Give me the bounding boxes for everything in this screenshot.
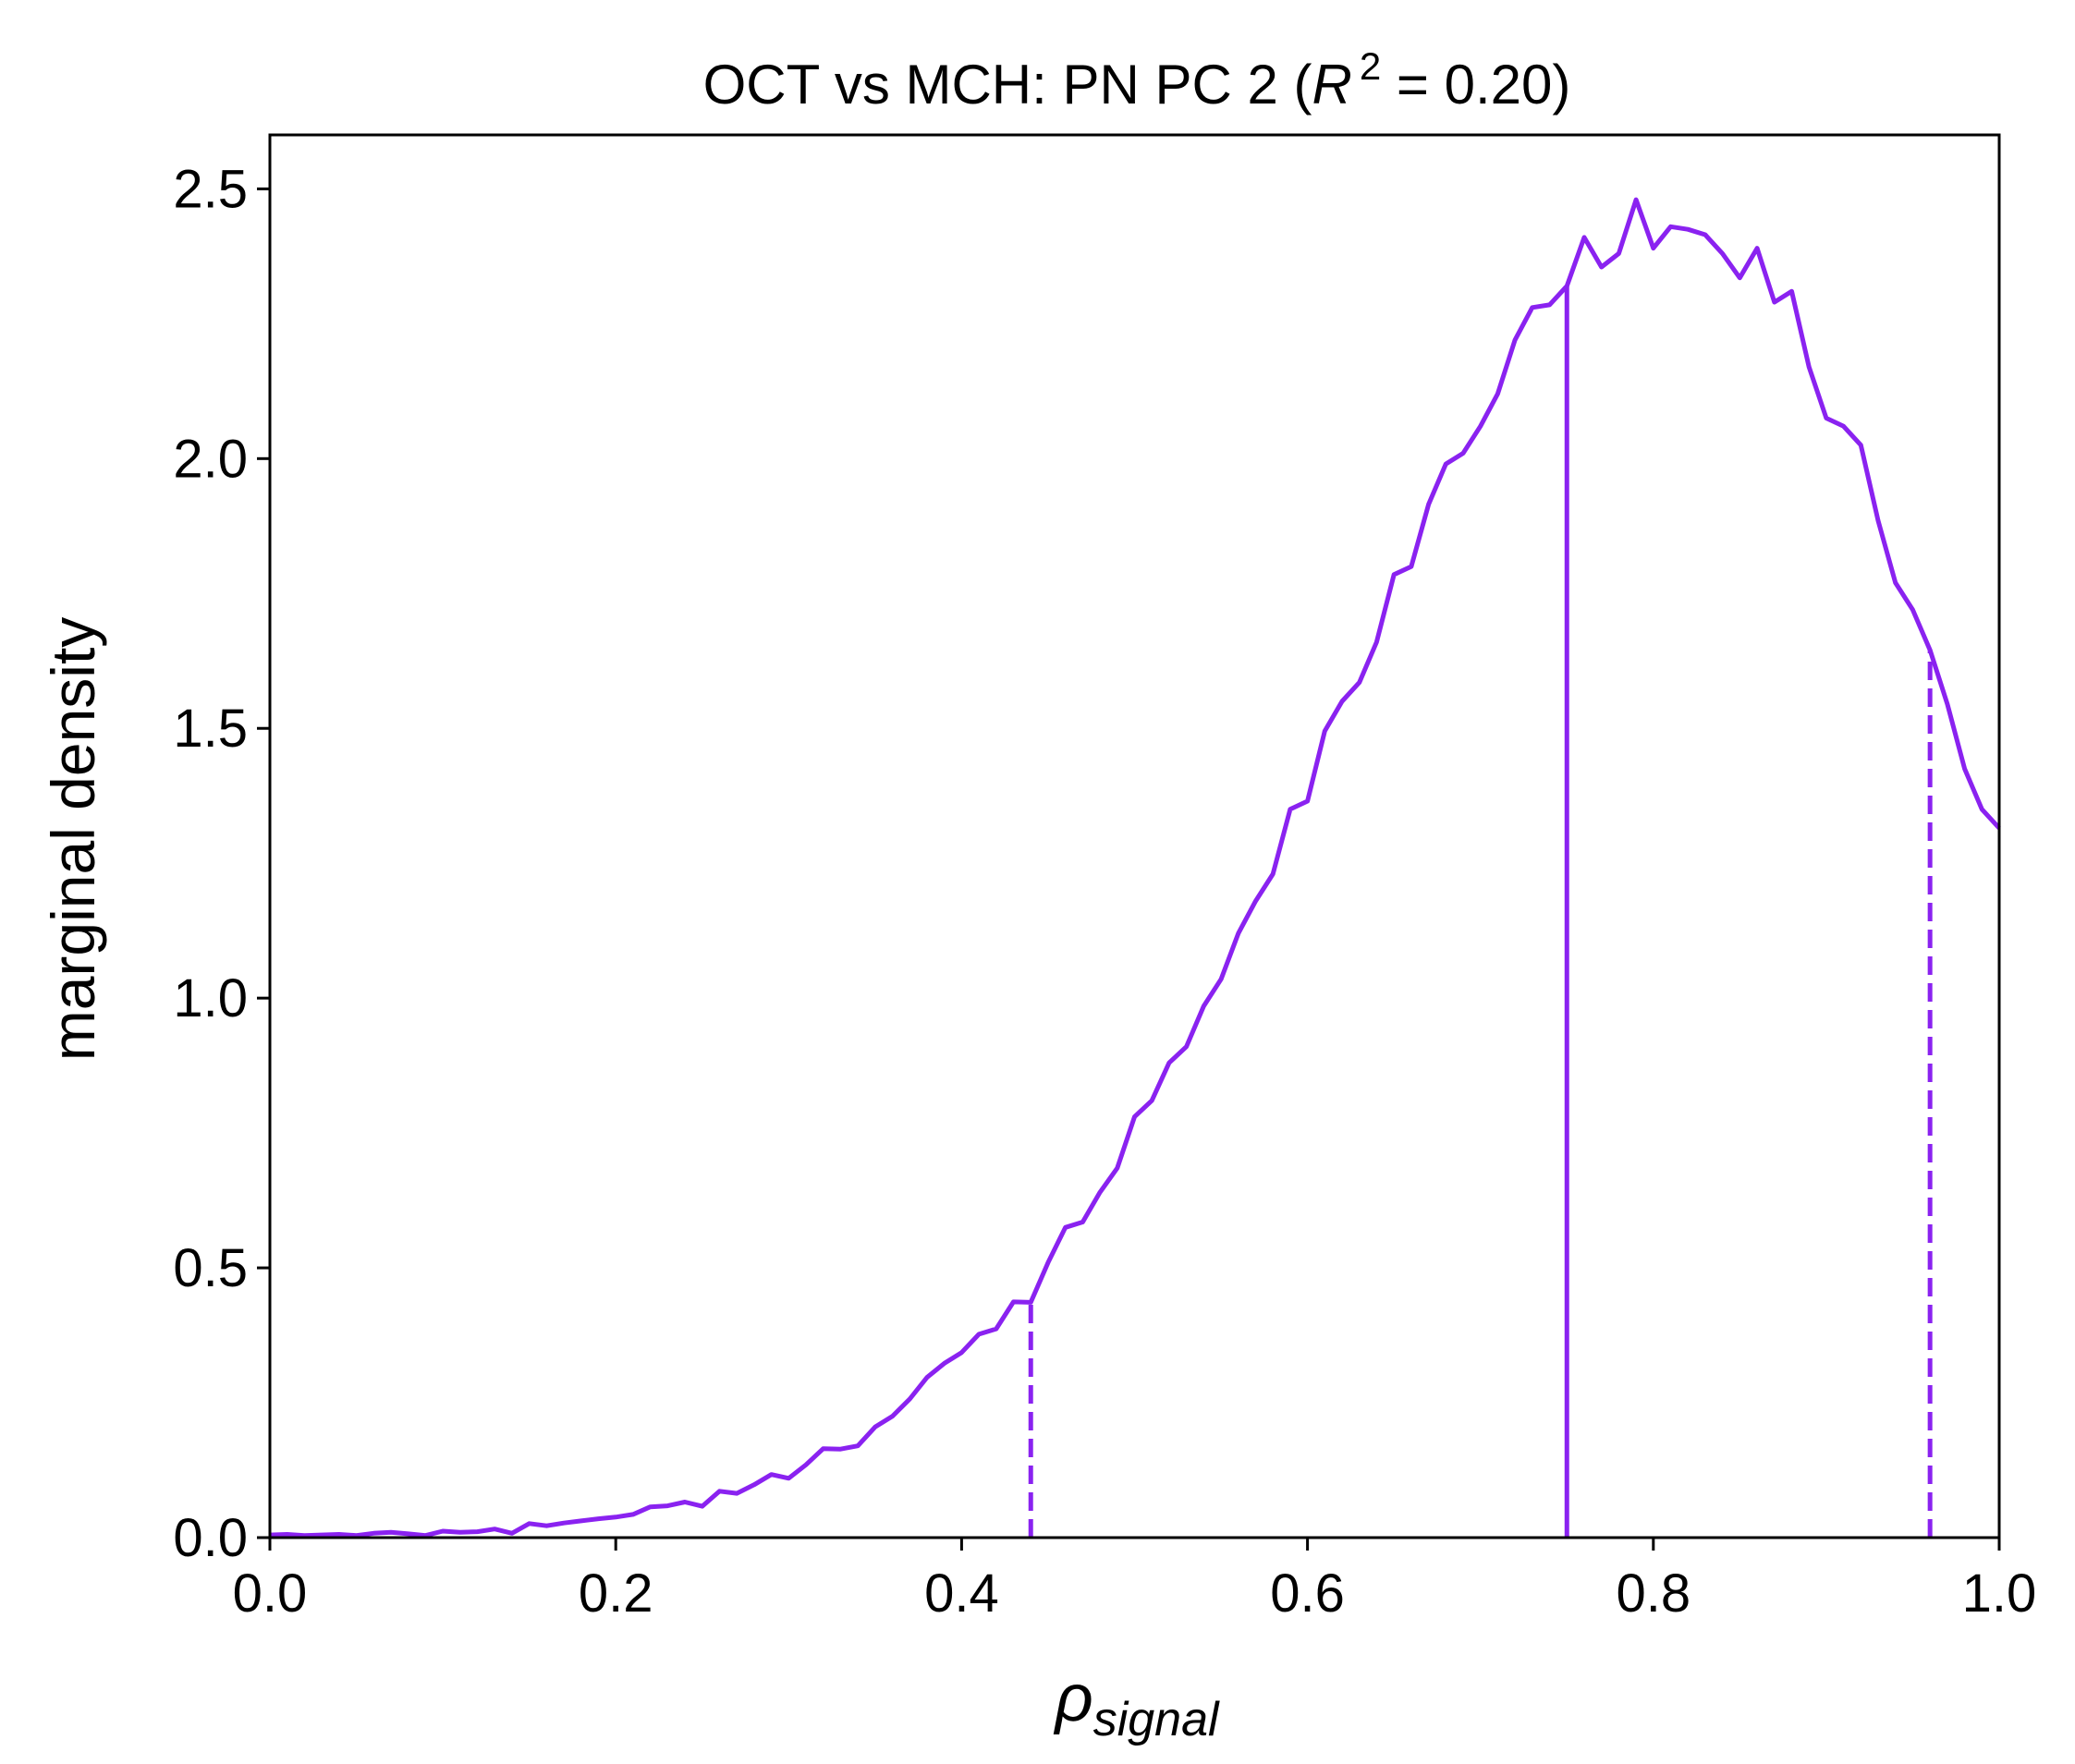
density-line <box>269 197 2001 1539</box>
y-tick-label: 1.5 <box>173 699 248 759</box>
x-tick-label: 0.0 <box>233 1563 308 1624</box>
chart-title-prefix: OCT vs MCH: PN PC 2 ( <box>703 54 1312 116</box>
y-tick-label: 2.5 <box>173 159 248 219</box>
x-tick-label: 0.4 <box>924 1563 999 1624</box>
y-tick-label: 2.0 <box>173 429 248 489</box>
y-tick-label: 1.0 <box>173 968 248 1028</box>
x-tick-label: 0.2 <box>579 1563 653 1624</box>
x-axis-label: ρsignal <box>1053 1661 1220 1746</box>
y-tick-label: 0.5 <box>173 1238 248 1298</box>
chart-title-suffix: = 0.20) <box>1381 54 1570 116</box>
y-tick-label: 0.0 <box>173 1508 248 1568</box>
x-axis-label-base: ρ <box>1053 1661 1092 1735</box>
chart-title-sup: 2 <box>1360 44 1381 88</box>
x-tick-label: 1.0 <box>1962 1563 2037 1624</box>
chart-title: OCT vs MCH: PN PC 2 (R 2 = 0.20) <box>703 44 1571 116</box>
plot-frame <box>268 133 2001 1539</box>
chart-title-r: R <box>1312 54 1352 116</box>
plot-area: 0.0 0.2 0.4 0.6 0.8 1.0 0.0 0.5 1.0 1.5 2.0 2.5 <box>173 133 2037 1624</box>
x-tick-label: 0.8 <box>1616 1563 1691 1624</box>
x-axis-label-sub: signal <box>1093 1693 1220 1746</box>
y-axis-label: marginal density <box>39 617 107 1062</box>
x-tick-label: 0.6 <box>1270 1563 1345 1624</box>
